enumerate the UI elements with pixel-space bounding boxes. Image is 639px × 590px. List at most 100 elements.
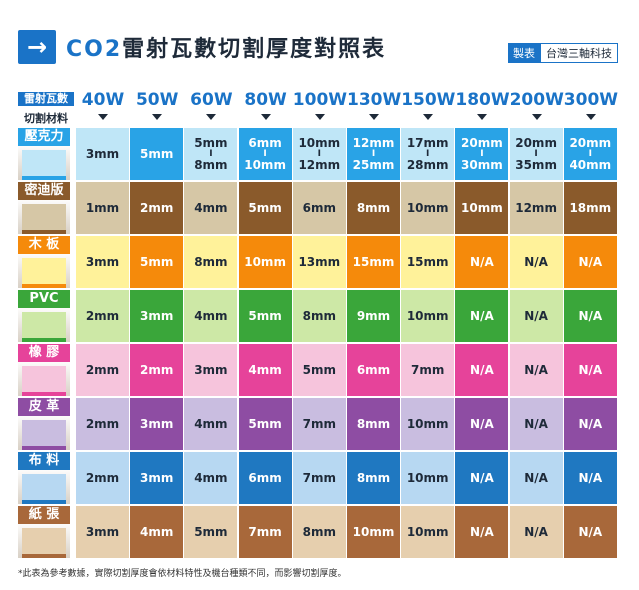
- power-header-2: 60W: [184, 90, 238, 132]
- power-header-7: 180W: [455, 90, 510, 132]
- power-header-8: 200W: [510, 90, 564, 132]
- thickness-cell: 4mm: [184, 290, 238, 342]
- thickness-cell: 7mm: [292, 398, 346, 450]
- thickness-cell: N/A: [563, 398, 617, 450]
- material-row: 壓克力 3mm 5mm 5mm I 8mm 6mm I 10mm 10mm I 12mm 12mm I 25…: [18, 128, 618, 180]
- thickness-min: 17mm: [406, 135, 449, 150]
- material-name: 橡 膠: [18, 344, 70, 362]
- thickness-cell: 2mm: [130, 182, 184, 234]
- thickness-cell: 13mm: [292, 236, 346, 288]
- thickness-cell: N/A: [509, 236, 563, 288]
- page-title: CO2雷射瓦數切割厚度對照表: [66, 31, 386, 63]
- power-label: 200W: [509, 90, 564, 110]
- arrow-logo-icon: →: [18, 30, 56, 64]
- header: → CO2雷射瓦數切割厚度對照表 製表 台灣三軸科技: [18, 28, 618, 68]
- thickness-cell: 2mm: [76, 344, 129, 396]
- thickness-max: 8mm: [194, 157, 228, 172]
- material-name: 木 板: [18, 236, 70, 254]
- thickness-cell: 15mm: [347, 236, 400, 288]
- range-separator: I: [263, 148, 267, 159]
- thickness-cell: N/A: [563, 452, 617, 504]
- thickness-cell: N/A: [455, 398, 509, 450]
- thickness-max: 25mm: [352, 157, 395, 172]
- power-header-9: 300W: [564, 90, 618, 132]
- material-row: PVC 2mm 3mm 4mm 5mm 8mm 9mm 10mm N/A N/A N/A: [18, 290, 618, 342]
- thickness-cell: 10mm: [401, 398, 455, 450]
- power-label: 180W: [455, 90, 510, 110]
- thickness-cell: 1mm: [76, 182, 129, 234]
- thickness-min: 20mm: [461, 135, 503, 150]
- thickness-cell: N/A: [563, 506, 617, 558]
- thickness-cell: 4mm: [184, 398, 238, 450]
- thickness-cell: 10mm: [455, 182, 509, 234]
- thickness-cell: 7mm: [292, 452, 346, 504]
- thickness-cell: N/A: [509, 506, 563, 558]
- thickness-cell: N/A: [455, 290, 509, 342]
- thickness-cell: 2mm: [76, 290, 129, 342]
- thickness-cell: 2mm: [76, 398, 129, 450]
- thickness-cell: 4mm: [130, 506, 184, 558]
- maker-label: 製表: [508, 43, 540, 63]
- power-label: 40W: [81, 90, 125, 110]
- thickness-cell: 6mm I 10mm: [238, 128, 292, 180]
- power-header-1: 50W: [130, 90, 184, 132]
- material-label: PVC: [18, 290, 70, 342]
- power-label: 60W: [190, 90, 233, 110]
- thickness-cell: 4mm: [184, 452, 238, 504]
- thickness-cell: 5mm: [238, 182, 292, 234]
- thickness-cell: 5mm I 8mm: [184, 128, 238, 180]
- thickness-cell: 5mm: [184, 506, 238, 558]
- triangle-down-icon: [477, 114, 488, 120]
- thickness-cell: 8mm: [347, 452, 400, 504]
- thickness-max: 30mm: [461, 157, 503, 172]
- thickness-cell: 12mm I 25mm: [347, 128, 400, 180]
- material-photo: [22, 366, 66, 396]
- material-row: 布 料 2mm 3mm 4mm 6mm 7mm 8mm 10mm N/A N/A N/A: [18, 452, 618, 504]
- range-separator: I: [534, 148, 538, 159]
- power-header-3: 80W: [239, 90, 293, 132]
- thickness-cell: 3mm: [130, 452, 184, 504]
- thickness-max: 35mm: [515, 157, 557, 172]
- thickness-min: 10mm: [298, 135, 341, 150]
- thickness-cell: 10mm: [401, 182, 455, 234]
- power-header-0: 40W: [76, 90, 130, 132]
- thickness-cell: 10mm: [347, 506, 400, 558]
- thickness-cell: 3mm: [76, 236, 129, 288]
- thickness-cell: 2mm: [76, 452, 129, 504]
- material-label: 布 料: [18, 452, 70, 504]
- thickness-cell: N/A: [509, 344, 563, 396]
- thickness-cell: N/A: [509, 398, 563, 450]
- thickness-cell: N/A: [455, 506, 509, 558]
- material-photo: [22, 420, 66, 450]
- thickness-cell: 6mm: [292, 182, 346, 234]
- thickness-cell: N/A: [455, 236, 509, 288]
- material-label: 橡 膠: [18, 344, 70, 396]
- table-corner: 雷射瓦數 切割材料: [18, 90, 74, 132]
- thickness-cell: 4mm: [238, 344, 292, 396]
- thickness-cell: 4mm: [184, 182, 238, 234]
- thickness-max: 12mm: [298, 157, 341, 172]
- thickness-cell: 20mm I 30mm: [455, 128, 509, 180]
- thickness-max: 28mm: [406, 157, 449, 172]
- thickness-cell: 10mm I 12mm: [292, 128, 346, 180]
- thickness-min: 6mm: [248, 135, 282, 150]
- material-row: 木 板 3mm 5mm 8mm 10mm 13mm 15mm 15mm N/A N/A N/A: [18, 236, 618, 288]
- triangle-down-icon: [314, 114, 325, 120]
- thickness-cell: 10mm: [401, 452, 455, 504]
- range-separator: I: [426, 148, 430, 159]
- thickness-max: 10mm: [244, 157, 286, 172]
- thickness-cell: 10mm: [238, 236, 292, 288]
- thickness-cell: 2mm: [130, 344, 184, 396]
- thickness-cell: 3mm: [184, 344, 238, 396]
- power-label: 150W: [401, 90, 456, 110]
- thickness-min: 20mm: [569, 135, 612, 150]
- thickness-cell: N/A: [455, 344, 509, 396]
- thickness-cell: 7mm: [401, 344, 455, 396]
- material-label: 壓克力: [18, 128, 70, 180]
- thickness-cell: 10mm: [401, 290, 455, 342]
- material-name: 皮 革: [18, 398, 70, 416]
- thickness-cell: 8mm: [347, 398, 400, 450]
- thickness-cell: 3mm: [76, 128, 129, 180]
- range-separator: I: [480, 148, 484, 159]
- power-label: 80W: [244, 90, 287, 110]
